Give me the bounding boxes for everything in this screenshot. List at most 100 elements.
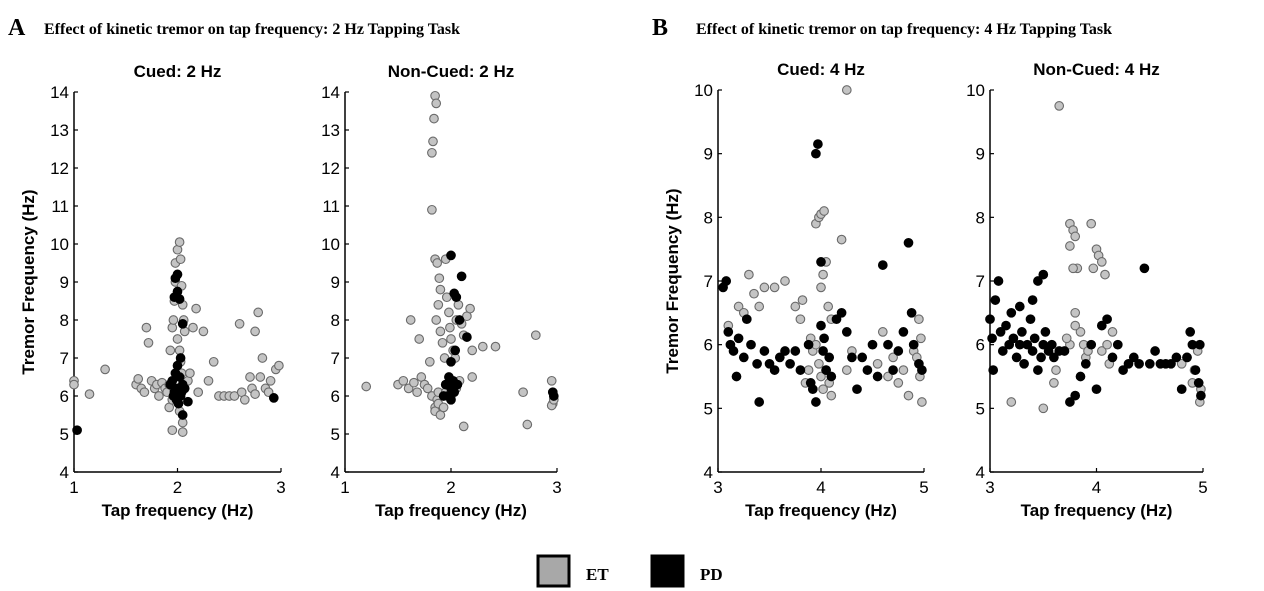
data-point-et: [203, 375, 214, 386]
data-point-pd: [1070, 390, 1081, 401]
data-point-pd: [754, 397, 765, 407]
data-point-et: [818, 269, 828, 280]
data-point-et: [428, 136, 438, 147]
data-point-et: [1096, 257, 1107, 267]
data-point-et: [412, 387, 422, 398]
data-point-pd: [72, 425, 82, 436]
x-axis-label: Tap frequency (Hz): [745, 501, 897, 520]
legend: ET PD: [536, 554, 723, 588]
data-point-et: [431, 315, 442, 325]
data-point-et: [398, 375, 409, 386]
data-point-pd: [446, 250, 456, 261]
legend-label-et: ET: [586, 565, 609, 584]
data-point-et: [1049, 378, 1059, 388]
data-point-et: [133, 374, 144, 384]
y-tick-label: 11: [51, 197, 69, 216]
data-point-pd: [1096, 320, 1107, 331]
data-point-pd: [1008, 333, 1019, 344]
data-point-pd: [795, 365, 806, 375]
data-point-pd: [454, 315, 465, 325]
data-point-et: [898, 365, 909, 375]
data-point-et: [446, 334, 456, 344]
data-point-pd: [813, 139, 823, 149]
data-point-et: [795, 314, 806, 325]
data-point-pd: [738, 352, 749, 363]
data-point-pd: [456, 271, 467, 282]
y-tick-label: 8: [704, 208, 713, 227]
y-tick-label: 10: [966, 81, 985, 100]
x-tick-label: 4: [816, 478, 825, 497]
data-point-pd: [752, 358, 762, 369]
y-tick-label: 10: [321, 235, 340, 254]
data-point-pd: [1022, 339, 1033, 350]
series-pd: [72, 269, 279, 436]
data-point-pd: [170, 273, 181, 284]
data-point-et: [797, 295, 808, 305]
data-point-et: [790, 301, 801, 312]
data-point-et: [193, 387, 204, 398]
data-point-pd: [450, 345, 461, 356]
y-tick-label: 5: [976, 399, 985, 418]
data-point-et: [435, 326, 446, 337]
y-tick-label: 4: [331, 463, 340, 482]
data-point-pd: [548, 391, 559, 401]
data-point-et: [917, 397, 927, 407]
data-point-pd: [723, 327, 734, 337]
series-pd: [438, 250, 559, 405]
data-point-et: [841, 85, 852, 95]
data-point-et: [1038, 403, 1049, 414]
data-point-et: [250, 389, 260, 399]
data-point-et: [257, 353, 268, 363]
data-point-pd: [818, 346, 828, 356]
panel-title-a: Effect of kinetic tremor on tap frequenc…: [44, 21, 460, 38]
y-tick-label: 6: [976, 336, 985, 355]
y-tick-label: 4: [60, 463, 69, 482]
data-point-et: [819, 206, 829, 216]
data-point-pd: [731, 371, 742, 382]
data-point-pd: [790, 346, 801, 356]
data-point-et: [759, 282, 770, 293]
data-point-et: [836, 234, 847, 245]
data-point-et: [1075, 327, 1086, 337]
data-point-pd: [452, 379, 463, 390]
data-point-et: [234, 318, 245, 329]
data-point-pd: [1176, 384, 1187, 395]
y-tick-label: 7: [976, 272, 985, 291]
data-point-et: [780, 276, 790, 286]
data-point-pd: [785, 358, 795, 369]
data-point-et: [265, 375, 276, 386]
data-point-et: [1051, 365, 1061, 375]
data-point-pd: [1102, 314, 1112, 325]
data-point-pd: [1185, 327, 1196, 337]
y-tick-label: 10: [50, 235, 69, 254]
data-point-et: [1068, 263, 1078, 274]
data-point-pd: [847, 352, 857, 363]
data-point-et: [1054, 101, 1065, 111]
y-tick-label: 6: [331, 387, 340, 406]
data-point-pd: [721, 276, 732, 286]
data-point-et: [198, 326, 209, 337]
data-point-et: [444, 307, 454, 318]
data-point-pd: [867, 339, 878, 350]
x-axis-label: Tap frequency (Hz): [375, 501, 527, 520]
data-point-pd: [1166, 358, 1176, 369]
data-point-pd: [780, 346, 790, 356]
y-tick-label: 8: [331, 311, 340, 330]
data-point-et: [490, 341, 501, 352]
data-point-et: [1070, 320, 1081, 331]
data-point-pd: [1193, 378, 1204, 388]
y-tick-label: 5: [704, 399, 713, 418]
data-point-et: [893, 378, 904, 388]
data-point-et: [467, 345, 478, 356]
y-tick-label: 12: [50, 159, 69, 178]
data-point-et: [253, 307, 264, 318]
data-point-et: [409, 377, 419, 388]
data-point-et: [1088, 263, 1099, 274]
data-point-et: [888, 352, 898, 363]
series-pd: [985, 263, 1206, 407]
x-tick-label: 4: [1092, 478, 1101, 497]
data-point-pd: [462, 332, 472, 342]
data-point-et: [185, 368, 195, 379]
